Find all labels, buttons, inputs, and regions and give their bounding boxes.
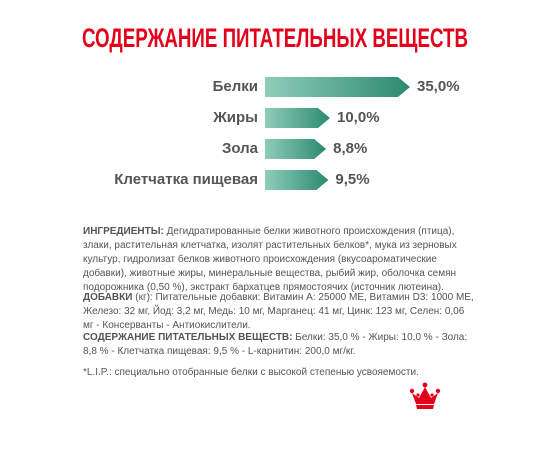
value-label: 35,0% bbox=[417, 78, 460, 95]
paragraph-text: (кг): Питательные добавки: Витамин A: 25… bbox=[83, 292, 474, 331]
paragraph: ДОБАВКИ (кг): Питательные добавки: Витам… bbox=[83, 291, 475, 333]
category-label: Клетчатка пищевая bbox=[114, 171, 258, 188]
paragraph-label: ДОБАВКИ bbox=[83, 292, 133, 303]
value-label: 8,8% bbox=[333, 140, 367, 157]
arrow-bar bbox=[265, 139, 327, 159]
paragraph: ИНГРЕДИЕНТЫ: Дегидратированные белки жив… bbox=[83, 225, 475, 295]
footnote: *L.I.P.: специально отобранные белки с в… bbox=[83, 367, 419, 378]
arrow-bar bbox=[265, 170, 329, 190]
arrow-bar bbox=[265, 108, 330, 128]
paragraph-label: СОДЕРЖАНИЕ ПИТАТЕЛЬНЫХ ВЕЩЕСТВ: bbox=[83, 332, 293, 343]
paragraph: СОДЕРЖАНИЕ ПИТАТЕЛЬНЫХ ВЕЩЕСТВ: Белки: 3… bbox=[83, 331, 475, 359]
paragraph-text: Дегидратированные белки животного происх… bbox=[83, 226, 457, 293]
category-label: Жиры bbox=[212, 109, 258, 126]
chart-title: СОДЕРЖАНИЕ ПИТАТЕЛЬНЫХ ВЕЩЕСТВ bbox=[82, 23, 468, 53]
value-label: 9,5% bbox=[335, 171, 369, 188]
paragraph-label: ИНГРЕДИЕНТЫ: bbox=[83, 226, 164, 237]
logo bbox=[409, 382, 441, 409]
category-label: Белки bbox=[213, 78, 258, 95]
paragraph-text: Белки: 35,0 % - Жиры: 10,0 % - Зола: 8,8… bbox=[83, 332, 468, 357]
category-label: Зола bbox=[222, 140, 259, 157]
arrow-bar bbox=[265, 77, 410, 97]
value-label: 10,0% bbox=[337, 109, 380, 126]
